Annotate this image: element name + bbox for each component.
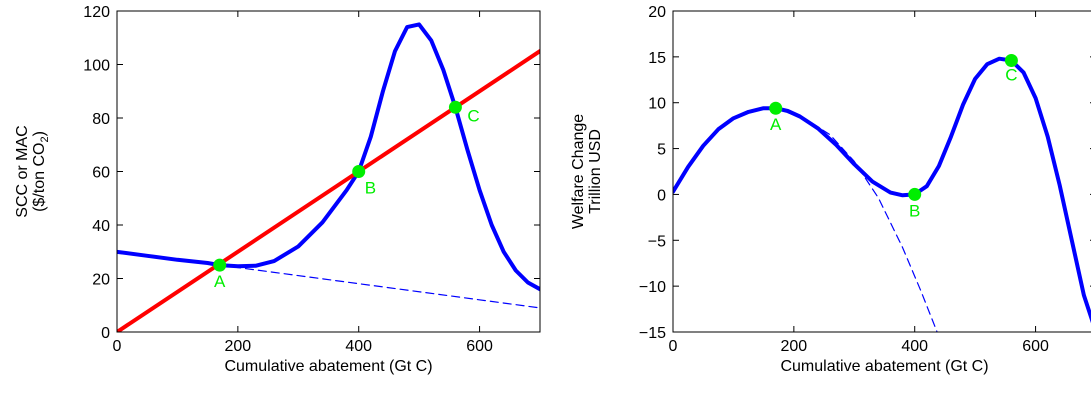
welfare-plot-area: A B C	[673, 54, 1091, 332]
welfare-y-axis-label-line2: Trillion USD	[587, 129, 604, 214]
scc-mac-axes-box	[116, 10, 541, 333]
y-tick-label: 0	[657, 187, 666, 204]
welfare-x-axis-label: Cumulative abatement (Gt C)	[780, 358, 988, 375]
series-line-solid-red	[117, 49, 540, 332]
x-tick-label: 600	[1022, 338, 1049, 355]
series-group	[117, 22, 540, 332]
point-c	[1004, 54, 1018, 68]
x-tick-label: 400	[901, 338, 928, 355]
y-tick-label: 10	[648, 96, 666, 113]
y-tick-label: 0	[101, 325, 110, 342]
y-tick-label: 20	[92, 272, 110, 289]
point-b	[908, 187, 922, 201]
point-label-b: B	[909, 201, 920, 220]
x-tick-label: 200	[781, 338, 808, 355]
y-tick-label: 60	[92, 165, 110, 182]
point-label-a: A	[214, 272, 226, 291]
welfare-axes-box	[672, 10, 1091, 333]
x-tick-label: 200	[225, 338, 252, 355]
scc-mac-plot-area: A B C	[117, 22, 540, 332]
y-tick-label: −5	[648, 233, 666, 250]
welfare-ticks: 0 200 400 600 −15 −10 −5 0 5 10 15 20	[639, 4, 1091, 355]
point-c	[448, 100, 462, 114]
point-label-c: C	[1005, 66, 1017, 85]
x-tick-label: 600	[466, 338, 493, 355]
scc-mac-y-axis-label-line2: ($/ton CO2)	[31, 131, 51, 212]
scc-mac-chart: A B C 0 200 400 600 0 20 40 60 80 100 120 Cumulative…	[14, 4, 541, 375]
y-tick-label: −10	[639, 279, 666, 296]
scc-mac-y-axis-label-line1: SCC or MAC	[14, 125, 31, 217]
welfare-y-axis-label: Welfare Change Trillion USD	[570, 114, 604, 229]
y-tick-label: 5	[657, 142, 666, 159]
series-line-solid-blue	[673, 56, 1091, 324]
x-tick-label: 0	[669, 338, 678, 355]
series-group	[673, 56, 1091, 332]
point-label-c: C	[467, 106, 479, 125]
y-tick-label: 100	[83, 58, 110, 75]
point-a	[769, 101, 783, 115]
x-tick-label: 400	[345, 338, 372, 355]
y-tick-label: 20	[648, 4, 666, 21]
welfare-y-axis-label-line1: Welfare Change	[570, 114, 587, 229]
series-line-dashed-blue	[775, 107, 938, 332]
y-tick-label: −15	[639, 325, 666, 342]
y-tick-label: 80	[92, 111, 110, 128]
series-line-solid-blue	[117, 22, 540, 292]
point-a	[213, 258, 227, 272]
series-line-dashed-blue	[219, 264, 540, 309]
point-label-a: A	[770, 115, 782, 134]
point-b	[352, 165, 366, 178]
scc-mac-y-axis-label: SCC or MAC ($/ton CO2)	[14, 125, 51, 217]
x-tick-label: 0	[113, 338, 122, 355]
point-label-b: B	[365, 179, 376, 198]
scc-mac-ticks: 0 200 400 600 0 20 40 60 80 100 120	[83, 4, 540, 355]
scc-mac-x-axis-label: Cumulative abatement (Gt C)	[224, 358, 432, 375]
y-tick-label: 15	[648, 50, 666, 67]
y-tick-label: 120	[83, 4, 110, 21]
welfare-change-chart: A B C 0 200 400 600 −15 −10 −5 0 5 10 15 20 Cumulativ…	[570, 4, 1091, 375]
y-tick-label: 40	[92, 218, 110, 235]
